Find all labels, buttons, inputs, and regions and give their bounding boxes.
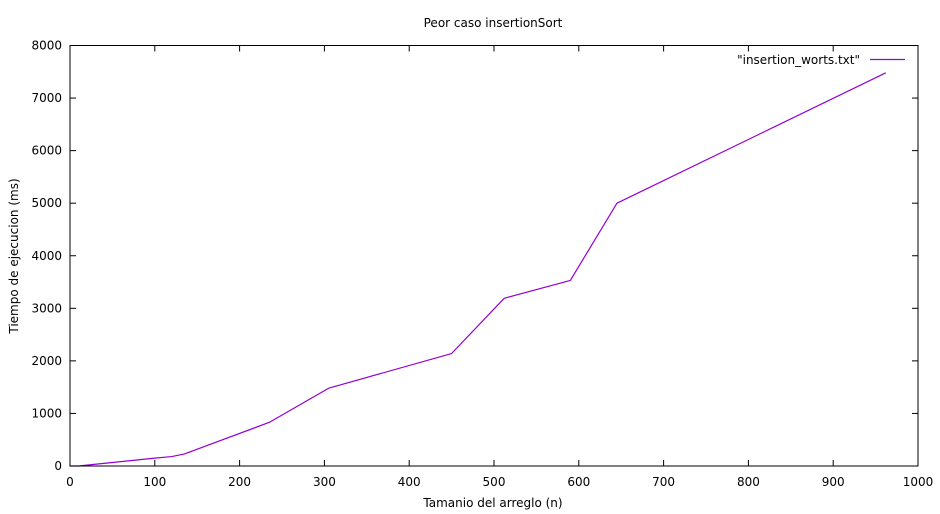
y-tick-label: 0: [54, 459, 62, 473]
y-tick-label: 1000: [31, 406, 62, 420]
x-tick-label: 100: [143, 475, 166, 489]
x-tick-label: 900: [822, 475, 845, 489]
x-tick-label: 800: [737, 475, 760, 489]
y-tick-label: 3000: [31, 301, 62, 315]
plot-frame: [69, 45, 919, 467]
y-tick-label: 4000: [31, 249, 62, 263]
x-tick-label: 400: [398, 475, 421, 489]
chart-title: Peor caso insertionSort: [424, 16, 563, 30]
x-tick-label: 1000: [903, 475, 934, 489]
y-tick-label: 6000: [31, 144, 62, 158]
y-axis-ticks: 0 1000 2000 3000 4000 5000 6000 7000 8000: [31, 39, 918, 473]
y-tick-label: 7000: [31, 91, 62, 105]
x-tick-label: 0: [66, 475, 74, 489]
legend-label: "insertion_worts.txt": [737, 53, 860, 67]
y-axis-label: Tiempo de ejecucion (ms): [7, 178, 21, 334]
legend: "insertion_worts.txt": [737, 53, 905, 67]
x-tick-label: 500: [483, 475, 506, 489]
y-tick-label: 2000: [31, 354, 62, 368]
x-tick-label: 600: [567, 475, 590, 489]
x-tick-label: 200: [228, 475, 251, 489]
x-tick-label: 700: [652, 475, 675, 489]
x-axis-label: Tamanio del arreglo (n): [422, 496, 562, 510]
y-tick-label: 8000: [31, 39, 62, 53]
x-axis-ticks: 0 100 200 300 400 500 600 700 800 900 1000: [66, 45, 934, 489]
y-tick-label: 5000: [31, 196, 62, 210]
series-line: [70, 72, 887, 467]
series-group: [70, 72, 887, 467]
x-tick-label: 300: [313, 475, 336, 489]
